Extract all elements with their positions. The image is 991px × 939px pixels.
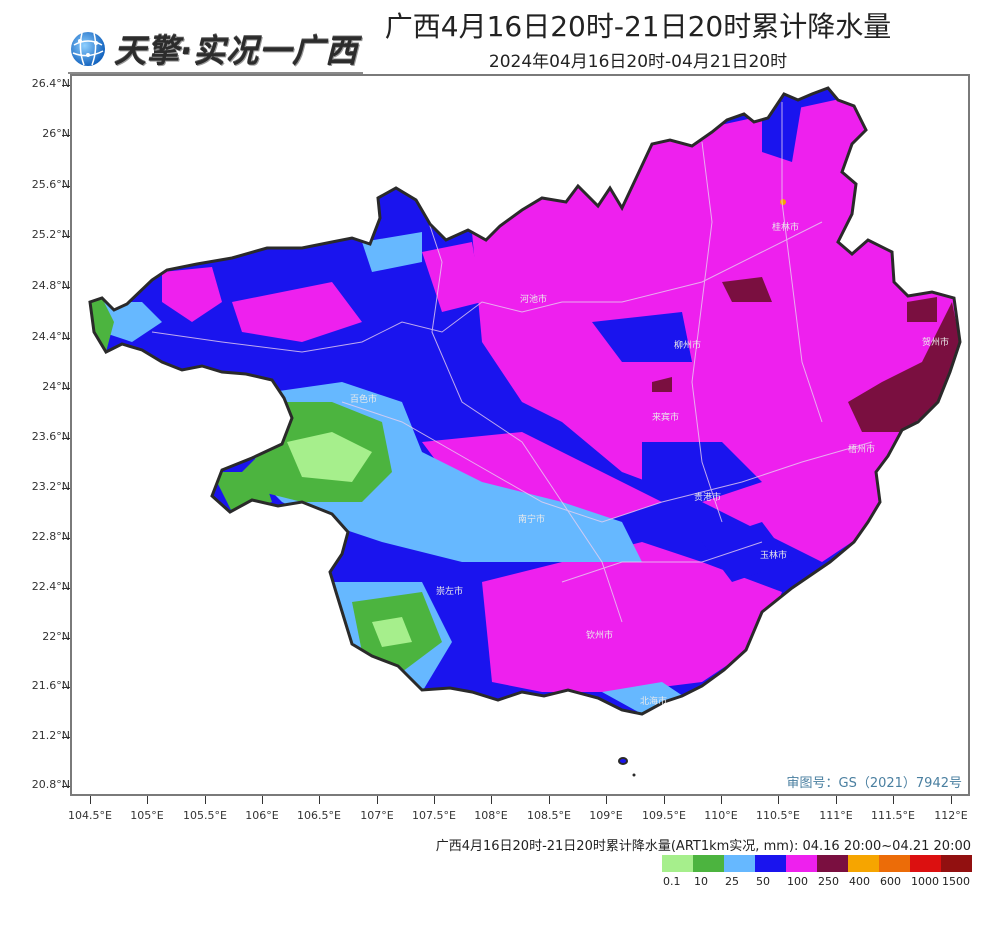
- x-tick-label: 108.5°E: [527, 809, 571, 822]
- x-tick-label: 111°E: [819, 809, 853, 822]
- legend-label: 50: [756, 875, 770, 888]
- city-label: 北海市: [640, 695, 667, 707]
- legend-title: 广西4月16日20时-21日20时累计降水量(ART1km实况, mm): 04…: [435, 839, 971, 854]
- header-divider: [68, 72, 363, 74]
- y-tick-label: 22.4°N: [31, 580, 70, 593]
- legend-label: 0.1: [663, 875, 681, 888]
- x-tick-label: 110°E: [704, 809, 738, 822]
- y-tick-label: 21.6°N: [31, 679, 70, 692]
- legend-swatch: [910, 855, 941, 872]
- city-label: 崇左市: [436, 585, 463, 597]
- x-tick-label: 112°E: [934, 809, 968, 822]
- x-tick-label: 105°E: [130, 809, 164, 822]
- legend-label: 1000: [911, 875, 939, 888]
- legend-label: 400: [849, 875, 870, 888]
- x-tick-label: 106°E: [245, 809, 279, 822]
- legend-labels: 0.1 10 25 50 100 250 400 600 1000 1500: [662, 875, 972, 888]
- y-tick-label: 25.6°N: [31, 178, 70, 191]
- y-tick-label: 23.6°N: [31, 430, 70, 443]
- city-label: 钦州市: [586, 629, 613, 641]
- y-tick-label: 26.4°N: [31, 77, 70, 90]
- legend-swatch: [848, 855, 879, 872]
- x-tick-label: 110.5°E: [756, 809, 800, 822]
- map-title: 广西4月16日20时-21日20时累计降水量: [384, 10, 892, 43]
- legend-swatch: [724, 855, 755, 872]
- y-tick-label: 24.8°N: [31, 279, 70, 292]
- y-tick-label: 21.2°N: [31, 729, 70, 742]
- legend-color-bar: [662, 855, 972, 872]
- y-tick-label: 22°N: [42, 630, 70, 643]
- legend-label: 100: [787, 875, 808, 888]
- map-subtitle: 2024年04月16日20时-04月21日20时: [488, 52, 788, 72]
- y-tick-label: 20.8°N: [31, 778, 70, 791]
- legend-swatch: [693, 855, 724, 872]
- y-tick-label: 24.4°N: [31, 330, 70, 343]
- legend-label: 10: [694, 875, 708, 888]
- legend-label: 25: [725, 875, 739, 888]
- y-tick-label: 23.2°N: [31, 480, 70, 493]
- legend-swatch: [786, 855, 817, 872]
- legend-label: 600: [880, 875, 901, 888]
- globe-network-icon: [71, 32, 105, 66]
- x-tick-label: 109.5°E: [642, 809, 686, 822]
- legend-label: 250: [818, 875, 839, 888]
- city-label: 来宾市: [652, 411, 679, 423]
- city-label: 贵港市: [694, 491, 721, 503]
- legend-swatch: [755, 855, 786, 872]
- y-tick-label: 24°N: [42, 380, 70, 393]
- x-tick-label: 108°E: [474, 809, 508, 822]
- city-label: 玉林市: [760, 549, 787, 561]
- x-tick-label: 107.5°E: [412, 809, 456, 822]
- legend-swatch: [662, 855, 693, 872]
- x-tick-label: 106.5°E: [297, 809, 341, 822]
- city-label: 梧州市: [848, 443, 875, 455]
- legend-swatch: [817, 855, 848, 872]
- x-tick-label: 105.5°E: [183, 809, 227, 822]
- city-label: 柳州市: [674, 339, 701, 351]
- guangxi-rainfall-shape: 桂林市 河池市 柳州市 贺州市 百色市 来宾市 梧州市 贵港市 南宁市 崇左市 …: [88, 86, 962, 777]
- precipitation-map[interactable]: 桂林市 河池市 柳州市 贺州市 百色市 来宾市 梧州市 贵港市 南宁市 崇左市 …: [70, 74, 970, 796]
- legend-label: 1500: [942, 875, 970, 888]
- city-labels: 桂林市 河池市 柳州市 贺州市 百色市 来宾市 梧州市 贵港市 南宁市 崇左市 …: [350, 221, 949, 707]
- city-label: 河池市: [520, 293, 547, 305]
- city-label: 百色市: [350, 393, 377, 405]
- logo-text: 天擎·实况一广西: [114, 32, 359, 70]
- city-label: 桂林市: [772, 221, 799, 233]
- x-tick-label: 109°E: [589, 809, 623, 822]
- legend-swatch: [941, 855, 972, 872]
- x-tick-label: 107°E: [360, 809, 394, 822]
- x-tick-label: 111.5°E: [871, 809, 915, 822]
- y-tick-label: 26°N: [42, 127, 70, 140]
- app-logo: 天擎·实况一广西: [68, 26, 358, 72]
- map-approval-number: 审图号：GS（2021）7942号: [786, 776, 963, 791]
- x-tick-label: 104.5°E: [68, 809, 112, 822]
- y-tick-label: 25.2°N: [31, 228, 70, 241]
- city-label: 南宁市: [518, 513, 545, 525]
- city-label: 贺州市: [922, 336, 949, 348]
- legend-swatch: [879, 855, 910, 872]
- y-tick-label: 22.8°N: [31, 530, 70, 543]
